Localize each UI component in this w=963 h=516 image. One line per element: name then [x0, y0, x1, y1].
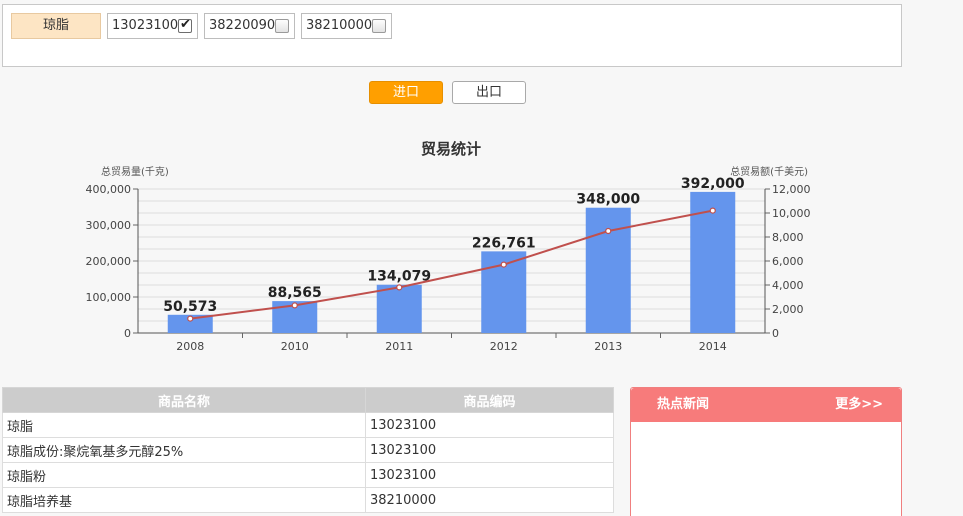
y-tick-label: 100,000 [86, 291, 132, 304]
y-tick-label: 200,000 [86, 255, 132, 268]
bar [585, 207, 631, 333]
bar [690, 191, 736, 333]
line-point [291, 302, 298, 309]
x-tick-label: 2010 [281, 340, 309, 353]
bar-value-label: 134,079 [367, 269, 431, 285]
y-tick-label: 0 [124, 327, 131, 340]
y2-tick-label: 12,000 [772, 183, 811, 196]
y-tick-label: 400,000 [86, 183, 132, 196]
line-point [709, 207, 716, 214]
code-chip-13023100[interactable]: 13023100 ✔ [107, 13, 198, 39]
product-name-cell: 琼脂粉 [2, 462, 366, 488]
code-label: 38210000 [306, 18, 373, 33]
y-tick-label: 300,000 [86, 219, 132, 232]
table-row[interactable]: 琼脂粉 13023100 [2, 462, 614, 488]
x-tick-label: 2013 [594, 340, 622, 353]
table-row[interactable]: 琼脂 13023100 [2, 412, 614, 438]
x-tick-label: 2011 [385, 340, 413, 353]
code-label: 38220090 [209, 18, 276, 33]
bar [376, 284, 422, 333]
code-label: 13023100 [112, 18, 179, 33]
y2-tick-label: 10,000 [772, 207, 811, 220]
product-code-cell: 13023100 [365, 412, 614, 438]
x-tick-label: 2014 [699, 340, 727, 353]
code-checkbox[interactable]: ✔ [178, 17, 192, 33]
bar-value-label: 226,761 [472, 235, 536, 251]
line-point [396, 284, 403, 291]
code-checkbox[interactable] [372, 19, 386, 33]
column-header-code: 商品编码 [365, 387, 614, 413]
bar-value-label: 392,000 [681, 176, 745, 192]
y2-tick-label: 6,000 [772, 255, 804, 268]
product-name-cell: 琼脂 [2, 412, 366, 438]
trade-value-line [190, 209, 713, 320]
table-row[interactable]: 琼脂成份:聚烷氧基多元醇25% 13023100 [2, 437, 614, 463]
line-point [187, 315, 194, 322]
y2-tick-label: 8,000 [772, 231, 804, 244]
filter-panel: 琼脂 13023100 ✔ 38220090 38210000 [2, 4, 902, 67]
column-header-name: 商品名称 [2, 387, 366, 413]
table-header-row: 商品名称 商品编码 [2, 387, 614, 413]
more-news-link[interactable]: 更多>> [835, 397, 883, 412]
line-point [605, 227, 612, 235]
y2-tick-label: 4,000 [772, 279, 804, 292]
bar [167, 314, 213, 333]
product-code-cell: 13023100 [365, 437, 614, 463]
check-icon: ✔ [180, 17, 191, 32]
product-name-cell: 琼脂培养基 [2, 487, 366, 513]
product-code-cell: 38210000 [365, 487, 614, 513]
y2-tick-label: 2,000 [772, 303, 804, 316]
x-tick-label: 2012 [490, 340, 518, 353]
export-button[interactable]: 出口 [452, 81, 526, 104]
bar-value-label: 348,000 [576, 192, 640, 208]
chart-title: 贸易统计 [421, 140, 481, 158]
category-tag[interactable]: 琼脂 [11, 13, 101, 39]
code-checkbox[interactable] [275, 19, 289, 33]
bar-value-label: 88,565 [268, 285, 322, 301]
y-axis-title: 总贸易量(千克) [101, 165, 169, 178]
code-chip-38210000[interactable]: 38210000 [301, 13, 392, 39]
x-tick-label: 2008 [176, 340, 204, 353]
code-chip-38220090[interactable]: 38220090 [204, 13, 295, 39]
y2-tick-label: 0 [772, 327, 779, 340]
bar-value-label: 50,573 [163, 299, 217, 315]
y2-axis-title: 总贸易额(千美元) [730, 165, 808, 178]
import-button[interactable]: 进口 [369, 81, 443, 104]
table-row[interactable]: 琼脂培养基 38210000 [2, 487, 614, 513]
line-point [500, 261, 507, 268]
news-header: 热点新闻 更多>> [631, 388, 901, 422]
product-table: 商品名称 商品编码 琼脂 13023100 琼脂成份:聚烷氧基多元醇25% 13… [2, 387, 614, 513]
product-name-cell: 琼脂成份:聚烷氧基多元醇25% [2, 437, 366, 463]
product-code-cell: 13023100 [365, 462, 614, 488]
news-title: 热点新闻 [657, 397, 710, 412]
news-panel: 热点新闻 更多>> [630, 387, 902, 516]
